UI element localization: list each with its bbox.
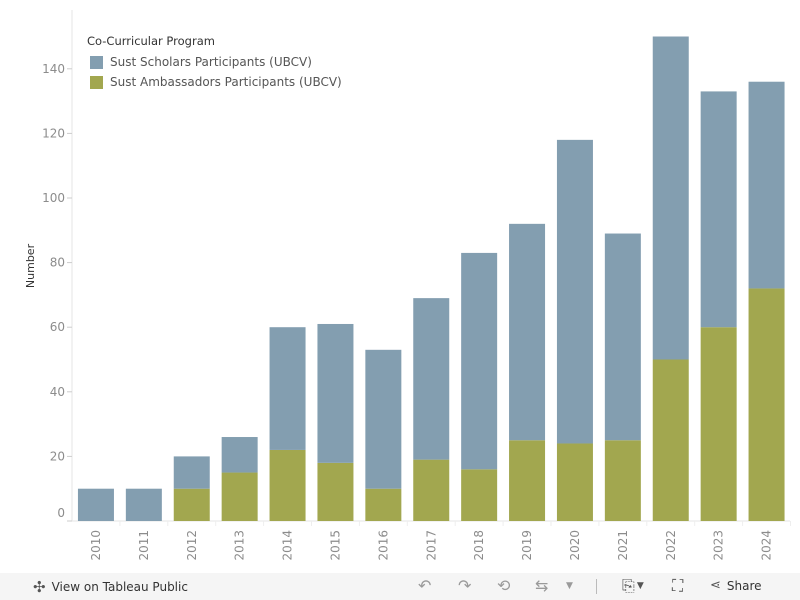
bar-ambassadors-2015[interactable] <box>317 462 354 521</box>
bar-scholars-2010[interactable] <box>77 488 114 521</box>
x-tick-label: 2014 <box>281 530 295 561</box>
legend-label: Sust Ambassadors Participants (UBCV) <box>110 75 342 89</box>
x-tick-label: 2016 <box>376 530 390 561</box>
bar-scholars-2022[interactable] <box>652 36 689 360</box>
bar-scholars-2016[interactable] <box>365 349 402 489</box>
legend-item-scholars[interactable]: Sust Scholars Participants (UBCV) <box>87 52 342 72</box>
bar-scholars-2018[interactable] <box>461 252 498 470</box>
bar-ambassadors-2014[interactable] <box>269 449 306 521</box>
x-tick-label: 2012 <box>185 530 199 561</box>
fullscreen-icon[interactable]: ⛶ <box>672 576 684 595</box>
bar-scholars-2023[interactable] <box>700 91 737 328</box>
x-tick-label: 2013 <box>233 530 247 561</box>
undo-icon[interactable]: ↶ <box>418 576 432 595</box>
bar-ambassadors-2023[interactable] <box>700 327 737 521</box>
legend-title: Co-Curricular Program <box>87 34 215 48</box>
bar-scholars-2012[interactable] <box>173 456 210 489</box>
bar-ambassadors-2012[interactable] <box>173 488 210 521</box>
bar-scholars-2011[interactable] <box>125 488 162 521</box>
bar-scholars-2015[interactable] <box>317 323 354 463</box>
view-on-tableau-label: View on Tableau Public <box>51 580 188 594</box>
y-axis-title: Number <box>24 243 37 288</box>
x-tick-label: 2010 <box>89 530 103 561</box>
x-tick-label: 2019 <box>520 530 534 561</box>
y-tick-label: 80 <box>50 256 65 270</box>
bar-scholars-2024[interactable] <box>748 81 785 289</box>
bar-ambassadors-2016[interactable] <box>365 488 402 521</box>
y-tick-label: 120 <box>42 126 65 140</box>
x-tick-label: 2022 <box>664 530 678 561</box>
x-axis: 2010 2011 2012 2013 2014 2015 2016 2017 2018 2019… <box>89 521 791 561</box>
legend: Co-Curricular Program Sust Scholars Part… <box>87 34 342 92</box>
view-on-tableau-link[interactable]: ✣ View on Tableau Public <box>33 578 188 596</box>
y-tick-label: 60 <box>50 320 65 334</box>
bar-ambassadors-2020[interactable] <box>556 443 593 521</box>
tableau-toolbar: ✣ View on Tableau Public ↶ ↷ ⟲ ⇆ ▼ ⎘ ▼ ⛶ … <box>0 573 800 600</box>
share-label: Share <box>726 578 762 593</box>
y-tick-label: 100 <box>42 191 65 205</box>
x-tick-label: 2015 <box>328 530 342 561</box>
bars <box>77 36 785 522</box>
share-icon: ⋖ <box>710 578 721 593</box>
revert-icon[interactable]: ⟲ <box>497 576 511 595</box>
x-tick-label: 2018 <box>472 530 486 561</box>
x-tick-label: 2011 <box>137 530 151 561</box>
legend-label: Sust Scholars Participants (UBCV) <box>110 55 312 69</box>
x-tick-label: 2020 <box>568 530 582 561</box>
bar-ambassadors-2013[interactable] <box>221 472 258 521</box>
share-button[interactable]: ⋖ Share <box>710 578 762 593</box>
legend-swatch-ambassadors <box>90 75 103 89</box>
y-axis: 0 20 40 60 80 100 120 140 <box>42 62 72 522</box>
x-tick-label: 2023 <box>712 530 726 561</box>
bar-ambassadors-2019[interactable] <box>509 440 546 521</box>
redo-icon[interactable]: ↷ <box>458 576 472 595</box>
bar-ambassadors-2021[interactable] <box>604 440 641 521</box>
x-tick-label: 2024 <box>760 530 774 561</box>
dropdown-icon[interactable]: ▼ <box>566 581 573 591</box>
x-tick-label: 2021 <box>616 530 630 561</box>
download-icon[interactable]: ⎘ ▼ <box>622 576 644 595</box>
bar-scholars-2021[interactable] <box>604 233 641 441</box>
y-tick-label: 40 <box>50 385 65 399</box>
bar-ambassadors-2022[interactable] <box>652 359 689 522</box>
refresh-icon[interactable]: ⇆ <box>535 576 549 595</box>
bar-scholars-2019[interactable] <box>509 223 546 441</box>
bar-ambassadors-2018[interactable] <box>461 469 498 521</box>
legend-swatch-scholars <box>90 55 103 69</box>
bar-scholars-2014[interactable] <box>269 327 306 450</box>
y-tick-label: 140 <box>42 62 65 76</box>
bar-scholars-2013[interactable] <box>221 437 258 473</box>
x-tick-label: 2017 <box>424 530 438 561</box>
bar-scholars-2020[interactable] <box>556 139 593 444</box>
y-tick-label: 0 <box>57 506 65 520</box>
bar-ambassadors-2024[interactable] <box>748 288 785 521</box>
tableau-logo-icon: ✣ <box>33 578 46 596</box>
legend-item-ambassadors[interactable]: Sust Ambassadors Participants (UBCV) <box>87 72 342 92</box>
toolbar-separator <box>596 579 597 594</box>
bar-scholars-2017[interactable] <box>413 298 450 460</box>
y-tick-label: 20 <box>50 449 65 463</box>
bar-ambassadors-2017[interactable] <box>413 459 450 521</box>
